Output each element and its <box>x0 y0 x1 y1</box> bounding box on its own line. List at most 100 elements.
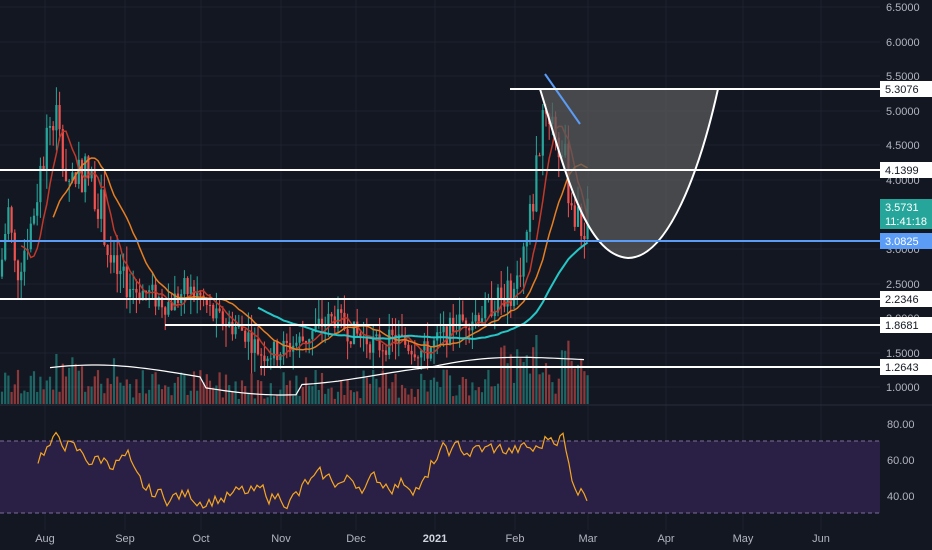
volume-bar <box>314 370 317 404</box>
volume-bar <box>551 382 554 404</box>
time-label: Apr <box>657 533 674 545</box>
volume-bar <box>272 396 276 404</box>
time-label: Aug <box>35 533 55 545</box>
candle-body <box>240 325 244 331</box>
level-price-tags: 5.3076 4.1399 3.0825 2.2346 1.8681 1.2643 <box>880 81 932 375</box>
candle-body <box>375 334 378 337</box>
ma-mid-line <box>52 157 588 351</box>
volume-bar <box>557 378 560 404</box>
candle-body <box>301 336 304 341</box>
volume-bar <box>445 369 448 404</box>
candle-body <box>87 156 90 179</box>
volume-bar <box>484 379 487 404</box>
volume-bar <box>112 358 116 404</box>
candle-body <box>506 280 509 307</box>
candle-body <box>260 354 263 356</box>
candle-body <box>468 328 471 331</box>
volume-bar <box>381 370 384 404</box>
price-tick-label: 1.0000 <box>886 382 920 394</box>
volume-bar <box>356 391 359 404</box>
volume-bar <box>68 367 71 404</box>
level-tag-bg <box>880 162 932 178</box>
candle-body <box>93 169 96 210</box>
rsi-line <box>37 431 588 510</box>
volume-bar <box>269 383 272 404</box>
candle-body <box>45 127 48 170</box>
volume-bar <box>196 390 199 404</box>
candle-body <box>365 336 368 345</box>
horizontal-levels[interactable] <box>0 88 880 368</box>
volume-bar <box>116 376 119 404</box>
volume-bar <box>119 382 122 404</box>
volume-bar <box>458 384 461 404</box>
rsi-tick-label: 60.00 <box>887 455 915 467</box>
volume-bar <box>276 395 279 404</box>
candle-body <box>100 189 103 219</box>
volume-bars <box>0 335 589 404</box>
volume-bar <box>189 390 192 404</box>
candle-body <box>68 180 71 182</box>
level-tag: 3.0825 <box>880 233 932 249</box>
volume-bar <box>436 381 439 404</box>
level-tag-label: 4.1399 <box>885 165 919 177</box>
candle-body <box>119 270 122 275</box>
cup-pattern-drawing[interactable] <box>538 88 720 260</box>
candle-body <box>173 293 176 311</box>
candle-body <box>218 308 221 312</box>
volume-bar <box>253 398 256 404</box>
candle-body <box>276 341 279 361</box>
volume-bar <box>237 398 240 404</box>
volume-bar <box>48 376 52 404</box>
time-axis[interactable]: Aug Sep Oct Nov Dec 2021 Feb Mar Apr May Jun <box>35 533 830 545</box>
volume-bar <box>368 383 372 404</box>
candle-body <box>423 341 426 351</box>
volume-bar <box>343 394 346 404</box>
volume-bar <box>372 369 375 404</box>
volume-bar <box>503 345 506 404</box>
volume-bar <box>192 371 196 404</box>
volume-bar <box>522 362 525 404</box>
candle-body <box>480 318 484 324</box>
volume-bar <box>375 378 378 404</box>
volume-bar <box>544 363 548 404</box>
volume-bar <box>455 395 458 404</box>
volume-bar <box>64 376 68 404</box>
volume-bar <box>576 364 580 404</box>
candle-body <box>445 326 448 345</box>
volume-bar <box>199 370 202 404</box>
volume-bar <box>487 369 490 404</box>
candle-body <box>455 331 458 333</box>
volume-bar <box>413 396 416 404</box>
volume-bar <box>532 347 535 404</box>
candle-body <box>247 332 250 342</box>
candle-body <box>135 288 138 293</box>
volume-bar <box>125 379 128 404</box>
candle-body <box>516 275 519 289</box>
volume-bar <box>77 370 80 404</box>
volume-bar <box>250 373 253 404</box>
candle-body <box>522 246 525 277</box>
volume-bar <box>452 396 455 404</box>
candle-body <box>439 332 442 334</box>
candle-body <box>496 287 500 313</box>
trend-line-drawing[interactable] <box>544 73 581 125</box>
volume-bar <box>13 384 16 404</box>
volume-bar <box>493 386 496 404</box>
volume-bar <box>548 374 551 404</box>
candle-body <box>122 266 125 271</box>
candle-body <box>388 329 391 355</box>
candle-body <box>212 304 215 319</box>
candle-body <box>148 290 151 293</box>
candle-body <box>397 334 400 344</box>
level-tag-bg <box>880 359 932 375</box>
volume-bar <box>106 378 109 404</box>
level-tag-label: 1.8681 <box>885 320 919 332</box>
last-price-tag: 3.5731 11:41:18 <box>880 199 932 229</box>
volume-bar <box>528 373 532 404</box>
volume-bar <box>320 372 324 404</box>
volume-bar <box>468 395 471 404</box>
candle-body <box>237 325 240 327</box>
volume-bar <box>416 389 420 404</box>
candle-body <box>400 334 404 336</box>
